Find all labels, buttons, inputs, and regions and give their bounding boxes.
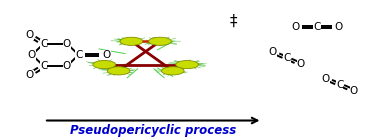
Text: O: O [335, 22, 343, 32]
Text: C: C [40, 61, 47, 71]
Text: C: C [75, 50, 82, 60]
Text: O: O [269, 47, 277, 57]
Text: O: O [63, 39, 71, 49]
Circle shape [120, 37, 143, 45]
Circle shape [149, 37, 171, 45]
Circle shape [149, 37, 171, 45]
Text: C: C [313, 22, 321, 32]
Text: O: O [321, 74, 330, 84]
Circle shape [161, 67, 184, 75]
Circle shape [107, 67, 130, 75]
Circle shape [120, 37, 143, 45]
Circle shape [107, 67, 130, 75]
Circle shape [93, 60, 116, 69]
Circle shape [93, 60, 116, 69]
Text: C: C [336, 80, 343, 90]
Circle shape [176, 60, 198, 69]
Text: O: O [291, 22, 299, 32]
Text: O: O [28, 50, 36, 60]
Text: O: O [350, 86, 358, 96]
Text: ‡: ‡ [229, 13, 237, 28]
Text: Pseudopericyclic process: Pseudopericyclic process [70, 124, 236, 137]
Circle shape [176, 60, 198, 69]
Text: O: O [103, 50, 111, 60]
Text: C: C [40, 39, 47, 49]
Text: O: O [63, 61, 71, 71]
Text: O: O [297, 59, 305, 69]
Text: O: O [25, 30, 34, 40]
Text: O: O [25, 70, 34, 80]
Text: C: C [283, 53, 291, 63]
Circle shape [161, 67, 184, 75]
